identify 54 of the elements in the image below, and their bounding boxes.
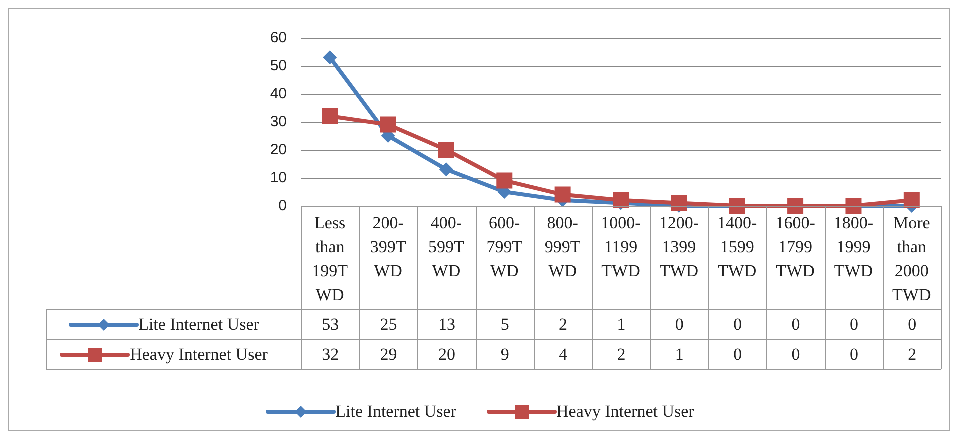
data-label: 0 — [824, 339, 883, 369]
data-label: 0 — [708, 339, 766, 369]
x-tick-label: 1400-1599TWD — [718, 214, 758, 280]
data-label: 5 — [476, 309, 534, 339]
text: Lite Internet User — [336, 402, 456, 421]
point — [438, 142, 454, 158]
data-label: 20 — [417, 339, 476, 369]
data-label: 0 — [708, 309, 766, 339]
y-tick-label: 50 — [270, 58, 287, 74]
point — [439, 162, 454, 177]
point — [323, 50, 338, 65]
data-label: 2 — [534, 309, 592, 339]
data-label: 0 — [650, 309, 708, 339]
x-tick-label: 1600-1799TWD — [776, 214, 816, 280]
data-label: 2 — [882, 339, 941, 369]
point — [613, 192, 629, 208]
x-tick-label: 1200-1399TWD — [659, 214, 700, 280]
x-tick-label: 200-399TWD — [370, 214, 407, 280]
data-label: 0 — [766, 309, 825, 339]
x-tick-label: More than 2000 TWD — [892, 214, 932, 304]
data-label: 1 — [592, 309, 650, 339]
point — [380, 116, 396, 133]
x-tick-label: 400-599TWD — [428, 214, 466, 280]
x-tick-label: 600-799TWD — [486, 214, 524, 280]
point — [496, 172, 513, 189]
point — [904, 192, 920, 208]
data-label: 1 — [650, 339, 708, 369]
x-tick-label: 1000-1199TWD — [601, 214, 642, 280]
x-tick-label: 1800-1999TWD — [834, 214, 874, 280]
x-tick-label: Less than 199TWD — [312, 214, 349, 304]
data-label: 2 — [592, 339, 650, 369]
data-label: 4 — [534, 339, 592, 369]
y-tick-label: 10 — [270, 170, 287, 186]
data-label: 0 — [766, 339, 825, 369]
point — [554, 186, 571, 203]
data-label: 29 — [359, 339, 418, 369]
data-label: 25 — [359, 309, 418, 339]
data-label: 32 — [301, 339, 360, 369]
y-tick-label: 20 — [270, 142, 287, 158]
data-label: 0 — [882, 309, 941, 339]
point — [671, 195, 688, 212]
data-label: 53 — [301, 309, 360, 339]
y-tick-label: 0 — [278, 198, 287, 214]
data-label: 13 — [417, 309, 476, 339]
x-tick-label: 800-999TWD — [544, 214, 582, 280]
text: Heavy Internet User — [556, 402, 694, 421]
legend-label: Heavy Internet User — [130, 344, 268, 364]
data-label: 9 — [476, 339, 534, 369]
legend-label: Lite Internet User — [138, 314, 260, 334]
y-tick-label: 40 — [270, 86, 287, 102]
point — [322, 108, 338, 124]
data-label: 0 — [824, 309, 883, 339]
y-tick-label: 30 — [270, 114, 287, 130]
y-tick-label: 60 — [270, 30, 287, 46]
